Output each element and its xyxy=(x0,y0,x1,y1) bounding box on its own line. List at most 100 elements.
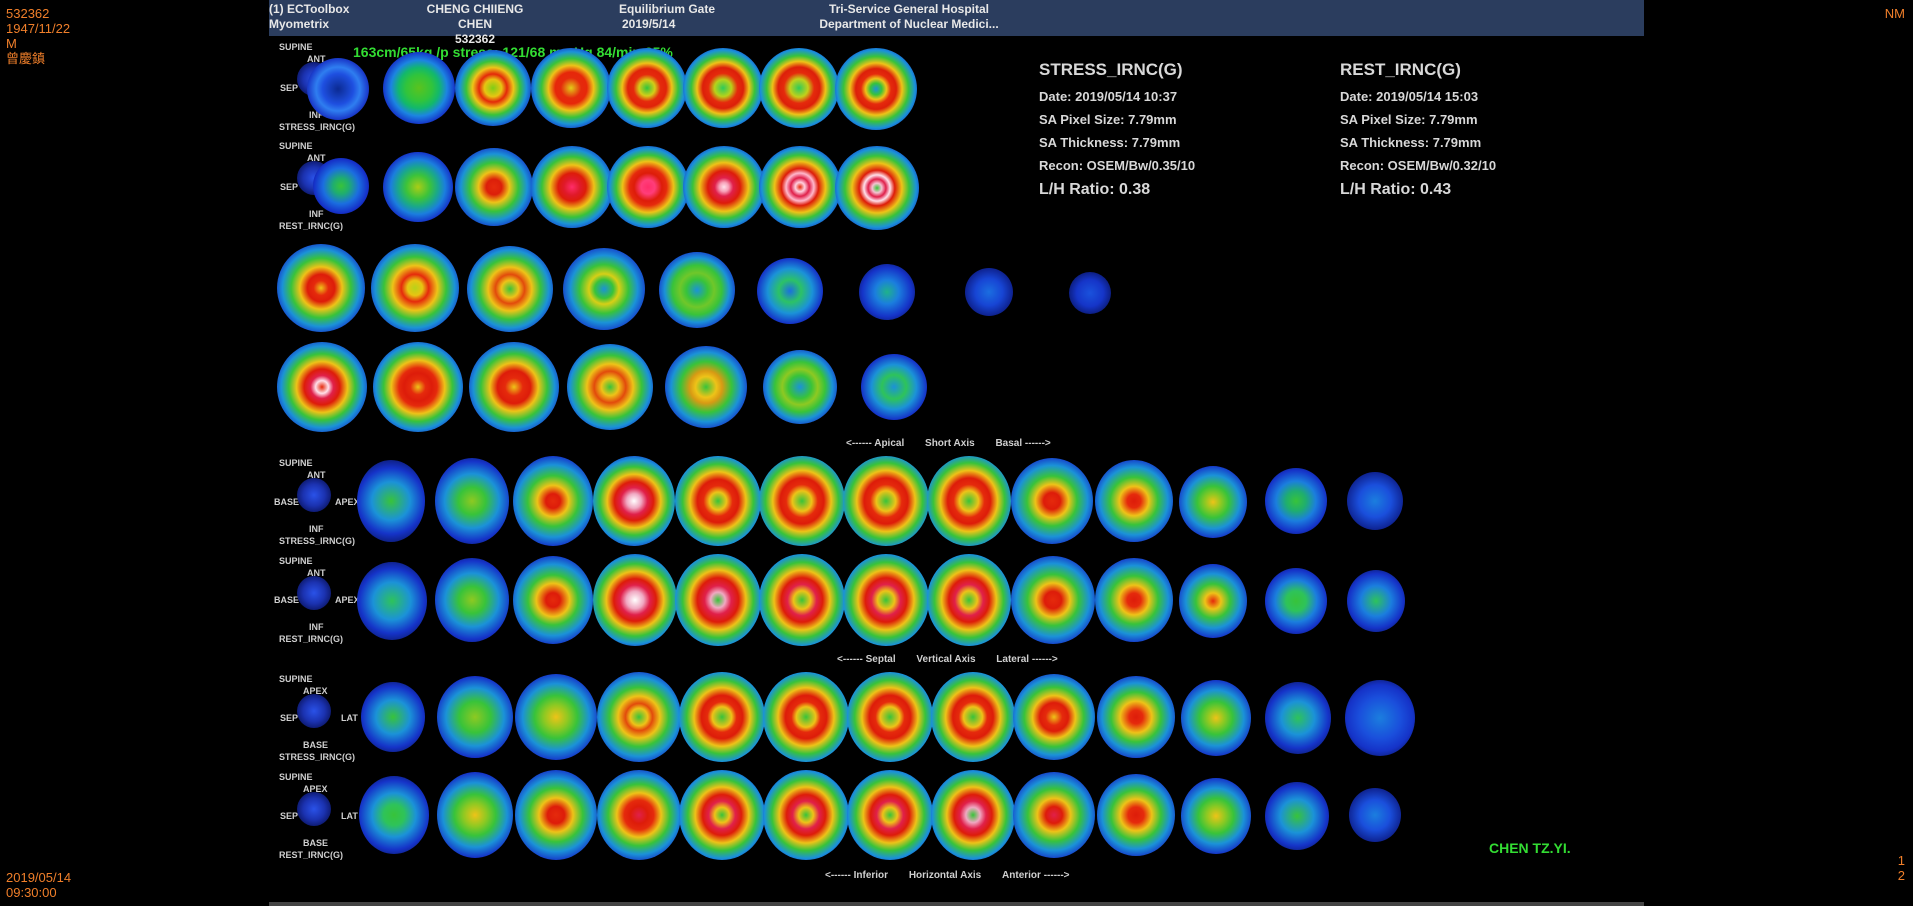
vertical-axis-rest-slice[interactable] xyxy=(1265,568,1327,634)
short-axis-stress-slice[interactable] xyxy=(859,264,915,320)
vertical-axis-stress-slice[interactable] xyxy=(1179,466,1247,538)
vertical-axis-rest-slice[interactable] xyxy=(357,562,427,640)
horizontal-axis-rest-slice[interactable] xyxy=(1013,772,1095,858)
short-axis-stress-slice[interactable] xyxy=(383,52,455,124)
stress-thickness: SA Thickness: 7.79mm xyxy=(1039,135,1181,150)
horizontal-axis-stress-slice[interactable] xyxy=(1265,682,1331,754)
vertical-axis-rest-slice[interactable] xyxy=(1347,570,1405,632)
short-axis-rest-slice[interactable] xyxy=(763,350,837,424)
orient-series: STRESS_IRNC(G) xyxy=(279,122,356,132)
vertical-axis-stress-slice[interactable] xyxy=(357,460,425,542)
short-axis-stress-slice[interactable] xyxy=(607,48,687,128)
horizontal-scrollbar[interactable] xyxy=(269,902,1644,906)
horizontal-axis-stress-slice[interactable] xyxy=(1345,680,1415,756)
vertical-axis-rest-slice[interactable] xyxy=(675,554,761,646)
horizontal-axis-rest-slice[interactable] xyxy=(597,770,681,860)
vertical-axis-rest-slice[interactable] xyxy=(1095,558,1173,642)
vertical-axis-stress-slice[interactable] xyxy=(513,456,593,546)
vertical-axis-stress-slice[interactable] xyxy=(927,456,1011,546)
horizontal-axis-rest-slice[interactable] xyxy=(515,770,597,860)
vertical-axis-stress-slice[interactable] xyxy=(1347,472,1403,530)
vertical-axis-stress-slice[interactable] xyxy=(759,456,845,546)
horizontal-axis-rest-slice[interactable] xyxy=(437,772,513,858)
orientation-va-rest: SUPINE ANT BASE APEX INF REST_IRNC(G) xyxy=(273,556,363,650)
page-indicator[interactable]: 1 2 xyxy=(1898,853,1905,883)
short-axis-stress-slice[interactable] xyxy=(659,252,735,328)
short-axis-stress-slice[interactable] xyxy=(531,48,611,128)
short-axis-rest-slice[interactable] xyxy=(861,354,927,420)
short-axis-stress-slice[interactable] xyxy=(683,48,763,128)
vertical-axis-stress-slice[interactable] xyxy=(843,456,929,546)
horizontal-axis-stress-slice[interactable] xyxy=(847,672,933,762)
axis-right: Anterior ------> xyxy=(1002,870,1070,881)
vertical-axis-rest-slice[interactable] xyxy=(759,554,845,646)
short-axis-stress-slice[interactable] xyxy=(757,258,823,324)
vertical-axis-stress-slice[interactable] xyxy=(593,456,675,546)
horizontal-axis-rest-slice[interactable] xyxy=(1349,788,1401,842)
short-axis-rest-slice[interactable] xyxy=(607,146,689,228)
horizontal-axis-rest-slice[interactable] xyxy=(679,770,765,860)
vertical-axis-rest-slice[interactable] xyxy=(593,554,677,646)
horizontal-axis-stress-slice[interactable] xyxy=(1097,676,1175,758)
short-axis-rest-slice[interactable] xyxy=(373,342,463,432)
short-axis-stress-slice[interactable] xyxy=(455,50,531,126)
horizontal-axis-rest-slice[interactable] xyxy=(1265,782,1329,850)
horizontal-axis-rest-slice[interactable] xyxy=(1181,778,1251,854)
vertical-axis-rest-slice[interactable] xyxy=(435,558,509,642)
short-axis-rest-slice[interactable] xyxy=(313,158,369,214)
page-current: 1 xyxy=(1897,853,1905,868)
study-datetime: 2019/05/14 09:30:00 xyxy=(6,870,71,900)
horizontal-axis-rest-slice[interactable] xyxy=(931,770,1015,860)
horizontal-axis-rest-slice[interactable] xyxy=(1097,774,1175,856)
horizontal-axis-label: <------ Inferior Horizontal Axis Anterio… xyxy=(825,870,1070,881)
horizontal-axis-stress-slice[interactable] xyxy=(763,672,849,762)
vertical-axis-rest-slice[interactable] xyxy=(927,554,1011,646)
patient-sex: M xyxy=(6,36,17,51)
short-axis-rest-slice[interactable] xyxy=(759,146,841,228)
horizontal-axis-rest-slice[interactable] xyxy=(359,776,429,854)
vertical-axis-rest-slice[interactable] xyxy=(843,554,929,646)
short-axis-rest-slice[interactable] xyxy=(835,146,919,230)
short-axis-stress-slice[interactable] xyxy=(277,244,365,332)
vertical-axis-stress-slice[interactable] xyxy=(435,458,509,544)
short-axis-rest-slice[interactable] xyxy=(567,344,653,430)
horizontal-axis-stress-slice[interactable] xyxy=(597,672,681,762)
header-patient-name: CHENG CHIIENG CHEN xyxy=(426,2,524,31)
vertical-axis-rest-slice[interactable] xyxy=(1011,556,1095,644)
short-axis-stress-slice[interactable] xyxy=(371,244,459,332)
orient-supine: SUPINE xyxy=(279,772,313,782)
header-protocol-col: Equilibrium Gate 2019/5/14 xyxy=(619,2,715,32)
horizontal-axis-stress-slice[interactable] xyxy=(437,676,513,758)
short-axis-rest-slice[interactable] xyxy=(531,146,613,228)
short-axis-stress-slice[interactable] xyxy=(467,246,553,332)
patient-overlay: 532362 1947/11/22 M 曾慶鎮 xyxy=(6,6,70,66)
vertical-axis-stress-slice[interactable] xyxy=(1095,460,1173,542)
horizontal-axis-stress-slice[interactable] xyxy=(1181,680,1251,756)
horizontal-axis-rest-slice[interactable] xyxy=(847,770,933,860)
short-axis-stress-slice[interactable] xyxy=(563,248,645,330)
short-axis-rest-slice[interactable] xyxy=(665,346,747,428)
short-axis-stress-slice[interactable] xyxy=(965,268,1013,316)
vertical-axis-rest-slice[interactable] xyxy=(1179,564,1247,638)
short-axis-stress-slice[interactable] xyxy=(307,58,369,120)
vertical-axis-stress-slice[interactable] xyxy=(675,456,761,546)
horizontal-axis-rest-slice[interactable] xyxy=(763,770,849,860)
short-axis-stress-slice[interactable] xyxy=(759,48,839,128)
horizontal-axis-stress-slice[interactable] xyxy=(679,672,765,762)
vertical-axis-stress-slice[interactable] xyxy=(1011,458,1093,544)
axis-left: <------ Inferior xyxy=(825,870,889,881)
short-axis-rest-slice[interactable] xyxy=(277,342,367,432)
short-axis-rest-slice[interactable] xyxy=(455,148,533,226)
vertical-axis-stress-slice[interactable] xyxy=(1265,468,1327,534)
horizontal-axis-stress-slice[interactable] xyxy=(361,682,425,752)
horizontal-axis-stress-slice[interactable] xyxy=(931,672,1015,762)
short-axis-rest-slice[interactable] xyxy=(683,146,765,228)
short-axis-rest-slice[interactable] xyxy=(469,342,559,432)
horizontal-axis-stress-slice[interactable] xyxy=(1013,674,1095,760)
short-axis-rest-slice[interactable] xyxy=(383,152,453,222)
horizontal-axis-stress-slice[interactable] xyxy=(515,674,597,760)
image-viewport[interactable]: (1) ECToolbox Myometrix CHENG CHIIENG CH… xyxy=(269,0,1644,906)
short-axis-stress-slice[interactable] xyxy=(1069,272,1111,314)
vertical-axis-rest-slice[interactable] xyxy=(513,556,593,644)
short-axis-stress-slice[interactable] xyxy=(835,48,917,130)
